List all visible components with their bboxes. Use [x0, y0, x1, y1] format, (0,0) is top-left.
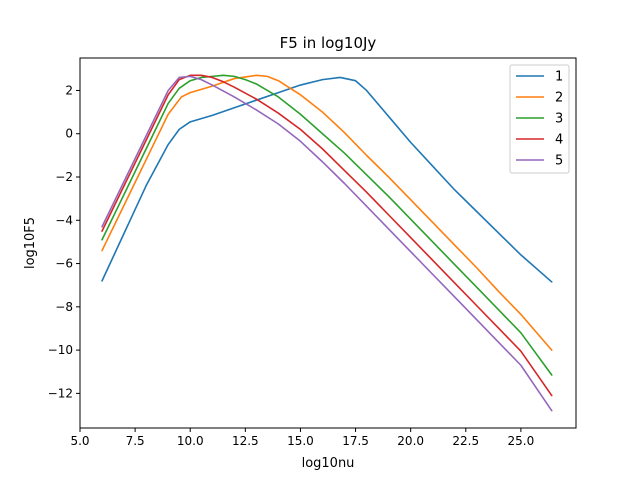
- series-line-4: [101, 74, 553, 397]
- x-tick-label: 15.0: [287, 434, 314, 448]
- legend: 1 2 3 4 5: [509, 64, 570, 174]
- x-tick-label: 25.0: [508, 434, 535, 448]
- legend-box: [509, 64, 570, 174]
- legend-label-4: 4: [555, 133, 563, 148]
- x-tick-label: 20.0: [397, 434, 424, 448]
- y-tick-label: 2: [65, 83, 73, 97]
- series-line-5: [101, 75, 553, 412]
- y-tick-label: −10: [48, 343, 73, 357]
- x-tick-label: 17.5: [342, 434, 369, 448]
- y-tick-label: −8: [55, 300, 73, 314]
- x-tick-label: 5.0: [70, 434, 89, 448]
- series-line-3: [101, 74, 553, 376]
- chart-title: F5 in log10Jy: [280, 34, 377, 52]
- legend-label-5: 5: [555, 154, 563, 169]
- x-tick-label: 12.5: [232, 434, 259, 448]
- series-line-1: [101, 76, 553, 283]
- x-tick-label: 22.5: [452, 434, 479, 448]
- y-axis-label: log10F5: [23, 217, 38, 269]
- x-tick-label: 10.0: [177, 434, 204, 448]
- series-line-2: [101, 74, 553, 351]
- series-group: [101, 74, 553, 412]
- legend-label-3: 3: [555, 112, 563, 127]
- plot-frame: [79, 57, 577, 429]
- y-tick-label: 0: [65, 127, 73, 141]
- y-tick-label: −12: [48, 386, 73, 400]
- x-axis: 5.0 7.5 10.0 12.5 15.0 17.5 20.0 22.5 25.0: [70, 428, 534, 448]
- y-tick-label: −4: [55, 213, 73, 227]
- x-axis-label: log10nu: [302, 456, 355, 471]
- y-tick-label: −2: [55, 170, 73, 184]
- y-tick-label: −6: [55, 257, 73, 271]
- legend-label-1: 1: [555, 70, 563, 85]
- y-axis: 2 0 −2 −4 −6 −8 −10 −12: [48, 83, 80, 400]
- legend-label-2: 2: [555, 91, 563, 106]
- x-tick-label: 7.5: [126, 434, 145, 448]
